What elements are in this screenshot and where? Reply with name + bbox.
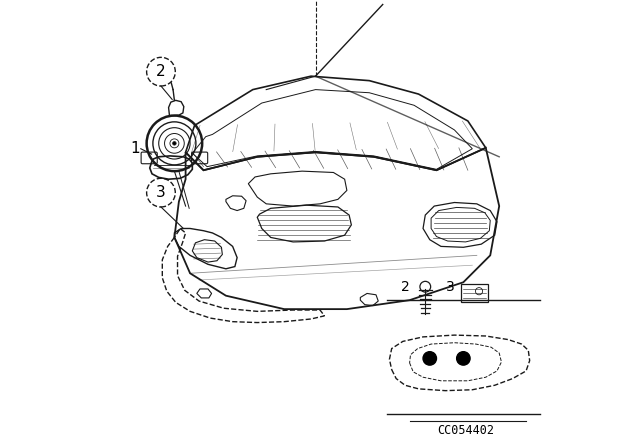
Text: 2: 2 <box>401 280 410 294</box>
Circle shape <box>173 142 176 145</box>
Circle shape <box>423 352 436 365</box>
Text: 2: 2 <box>156 64 166 79</box>
Text: 1: 1 <box>131 141 140 156</box>
Text: 3: 3 <box>156 185 166 200</box>
Text: CC054402: CC054402 <box>437 423 494 437</box>
Text: 3: 3 <box>445 280 454 294</box>
Circle shape <box>456 352 470 365</box>
